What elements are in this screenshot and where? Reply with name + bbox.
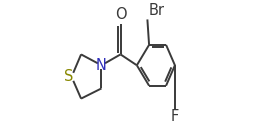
Text: O: O — [115, 7, 126, 22]
Text: F: F — [171, 109, 179, 124]
Text: N: N — [96, 58, 107, 73]
Text: Br: Br — [148, 3, 164, 18]
Text: S: S — [64, 69, 73, 84]
